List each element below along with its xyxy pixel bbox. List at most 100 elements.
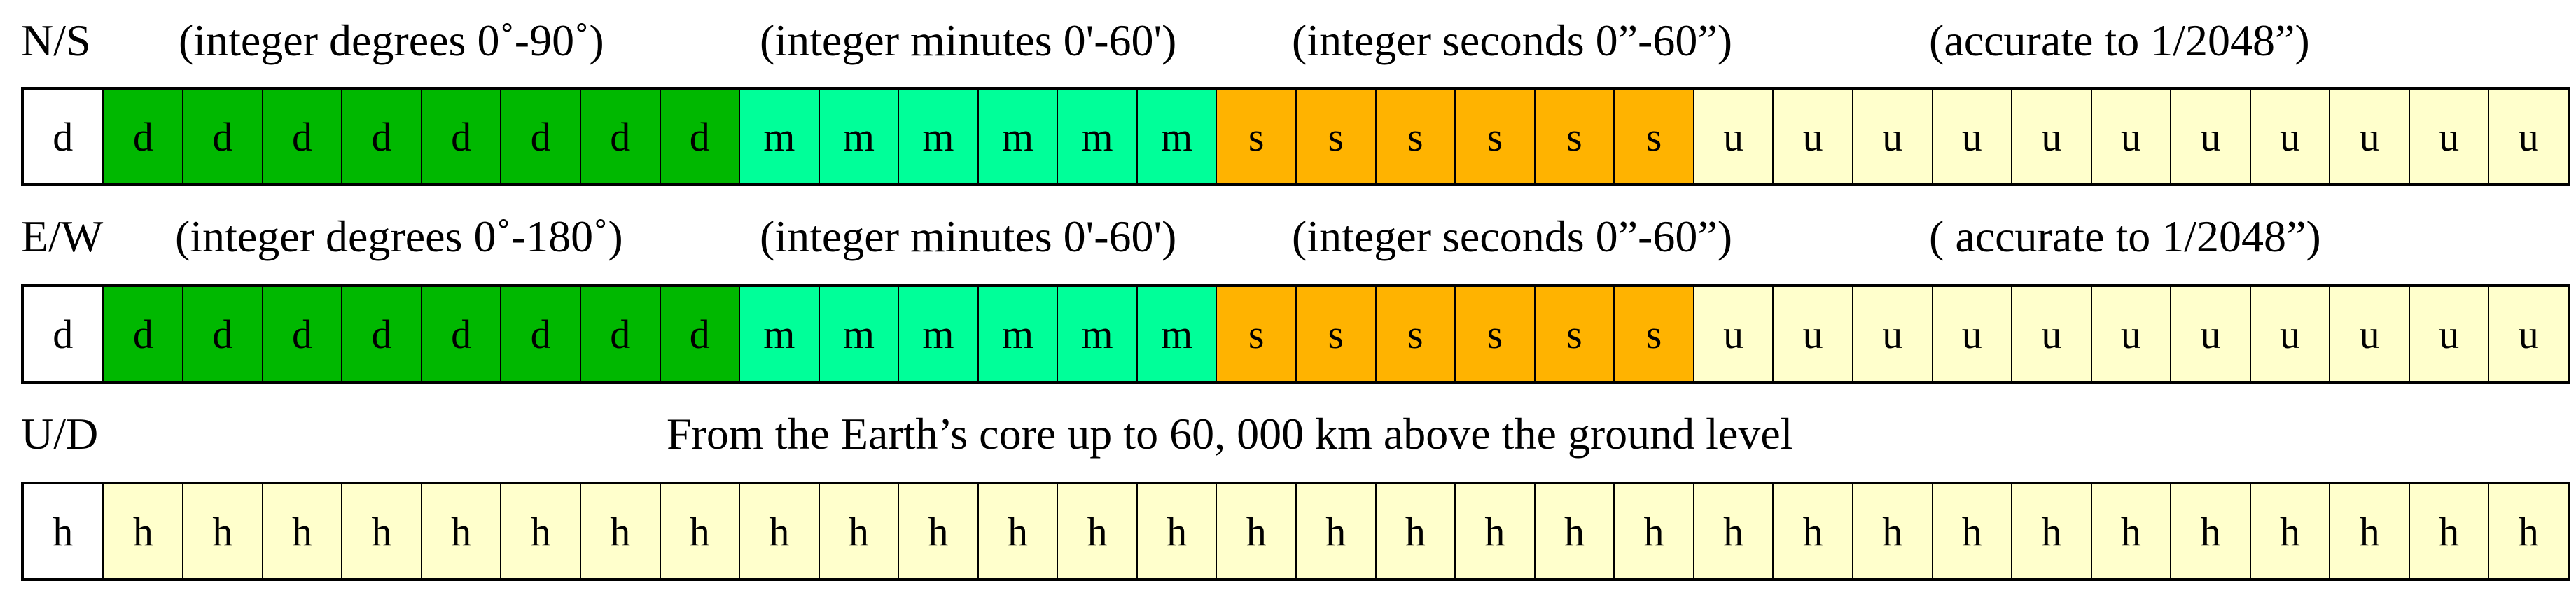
ew-minutes-bit-cell: m xyxy=(1058,287,1138,381)
ud-axis-label: U/D xyxy=(21,409,99,459)
ud-height-bit-cell: h xyxy=(2012,484,2092,578)
ew-degrees-bit-cell: d xyxy=(660,287,741,381)
ns-degrees-note: (integer degrees 0˚-90˚) xyxy=(179,15,604,65)
ew-minutes-bit-cell: m xyxy=(899,287,979,381)
ud-height-bit-cell: h xyxy=(660,484,741,578)
ud-range-note: From the Earth’s core up to 60, 000 km a… xyxy=(667,409,1793,459)
ew-fraction-bit-cell: u xyxy=(1933,287,2013,381)
ew-degrees-bit-cell: d xyxy=(580,287,661,381)
ew-degrees-bit-cell: d xyxy=(501,287,581,381)
ud-height-bit-cell: h xyxy=(1694,484,1774,578)
ud-height-bit-cell: h xyxy=(342,484,422,578)
ns-seconds-bit-cell: s xyxy=(1217,90,1297,183)
ew-seconds-bit-cell: s xyxy=(1456,287,1536,381)
ns-fraction-bit-cell: u xyxy=(1774,90,1853,183)
ns-minutes-bit-cell: m xyxy=(740,90,820,183)
ew-degrees-bit-cell: d xyxy=(104,287,184,381)
ew-fraction-bit-cell: u xyxy=(1774,287,1853,381)
ns-minutes-bit-cell: m xyxy=(899,90,979,183)
ew-degrees-bit-cell: d xyxy=(342,287,422,381)
ud-height-bit-cell: h xyxy=(580,484,661,578)
ns-fraction-bit-cell: u xyxy=(1694,90,1774,183)
ew-degrees-bit-cell: d xyxy=(263,287,343,381)
ud-height-bit-cell: h xyxy=(1058,484,1138,578)
ns-minutes-bit-cell: m xyxy=(1137,90,1218,183)
ud-height-bit-cell: h xyxy=(183,484,263,578)
ud-height-bit-cell: h xyxy=(740,484,820,578)
ud-height-bit-cell: h xyxy=(501,484,581,578)
ud-height-bit-cell: h xyxy=(104,484,184,578)
ud-height-bit-cell: h xyxy=(1137,484,1218,578)
ns-fraction-bit-cell: u xyxy=(2330,90,2410,183)
ud-height-bit-cell: h xyxy=(899,484,979,578)
ud-sign-bit-cell: h xyxy=(24,484,104,578)
ns-minutes-bit-cell: m xyxy=(819,90,900,183)
ew-fraction-bit-cell: u xyxy=(1694,287,1774,381)
ew-minutes-bit-cell: m xyxy=(978,287,1059,381)
ew-fraction-bit-cell: u xyxy=(2250,287,2331,381)
ud-height-bit-cell: h xyxy=(422,484,502,578)
ud-height-bit-cell: h xyxy=(2489,484,2568,578)
ud-height-bit-cell: h xyxy=(1535,484,1615,578)
ud-height-bit-cell: h xyxy=(1933,484,2013,578)
ew-seconds-note: (integer seconds 0”-60”) xyxy=(1292,211,1733,261)
ns-fraction-bit-cell: u xyxy=(1933,90,2013,183)
ns-degrees-bit-cell: d xyxy=(580,90,661,183)
ew-axis-label: E/W xyxy=(21,211,104,261)
ns-minutes-note: (integer minutes 0'-60') xyxy=(760,15,1177,65)
ew-fraction-bit-cell: u xyxy=(2091,287,2172,381)
ud-height-bit-cell: h xyxy=(2171,484,2251,578)
ud-height-bit-cell: h xyxy=(1217,484,1297,578)
ud-height-bit-cell: h xyxy=(2091,484,2172,578)
ud-height-bit-cell: h xyxy=(1456,484,1536,578)
ew-seconds-bit-cell: s xyxy=(1615,287,1694,381)
ns-fraction-bit-cell: u xyxy=(2171,90,2251,183)
ew-fraction-bit-cell: u xyxy=(1853,287,1933,381)
ud-height-bit-cell: h xyxy=(2330,484,2410,578)
ns-fraction-bit-cell: u xyxy=(1853,90,1933,183)
ud-height-bit-cell: h xyxy=(819,484,900,578)
ns-accuracy-note: (accurate to 1/2048”) xyxy=(1929,15,2310,65)
ew-degrees-note: (integer degrees 0˚-180˚) xyxy=(175,211,623,261)
ud-height-bit-cell: h xyxy=(1297,484,1377,578)
ew-minutes-bit-cell: m xyxy=(819,287,900,381)
ns-minutes-bit-cell: m xyxy=(1058,90,1138,183)
ns-degrees-bit-cell: d xyxy=(501,90,581,183)
ns-seconds-bit-cell: s xyxy=(1615,90,1694,183)
ew-seconds-bit-cell: s xyxy=(1217,287,1297,381)
ns-degrees-bit-cell: d xyxy=(422,90,502,183)
ns-seconds-note: (integer seconds 0”-60”) xyxy=(1292,15,1733,65)
ns-axis-label: N/S xyxy=(21,15,91,65)
ns-fraction-bit-cell: u xyxy=(2012,90,2092,183)
ew-minutes-bit-cell: m xyxy=(1137,287,1218,381)
ud-height-bit-cell: h xyxy=(1774,484,1853,578)
ew-degrees-bit-cell: d xyxy=(183,287,263,381)
ew-fraction-bit-cell: u xyxy=(2171,287,2251,381)
ud-height-bit-cell: h xyxy=(978,484,1059,578)
ns-fraction-bit-cell: u xyxy=(2409,90,2490,183)
ew-seconds-bit-cell: s xyxy=(1535,287,1615,381)
ns-fraction-bit-cell: u xyxy=(2250,90,2331,183)
ns-degrees-bit-cell: d xyxy=(104,90,184,183)
ns-degrees-bit-cell: d xyxy=(660,90,741,183)
ew-minutes-bit-cell: m xyxy=(740,287,820,381)
ns-seconds-bit-cell: s xyxy=(1456,90,1536,183)
ew-accuracy-note: ( accurate to 1/2048”) xyxy=(1929,211,2321,261)
ns-fraction-bit-cell: u xyxy=(2091,90,2172,183)
ns-sign-bit-cell: d xyxy=(24,90,104,183)
ns-degrees-bit-cell: d xyxy=(342,90,422,183)
ew-seconds-bit-cell: s xyxy=(1297,287,1377,381)
ns-seconds-bit-cell: s xyxy=(1376,90,1456,183)
ew-fraction-bit-cell: u xyxy=(2489,287,2568,381)
ew-fraction-bit-cell: u xyxy=(2012,287,2092,381)
ud-height-bit-cell: h xyxy=(1376,484,1456,578)
ew-fraction-bit-cell: u xyxy=(2409,287,2490,381)
ns-degrees-bit-cell: d xyxy=(263,90,343,183)
ud-height-bit-cell: h xyxy=(1615,484,1694,578)
ns-minutes-bit-cell: m xyxy=(978,90,1059,183)
ns-degrees-bit-cell: d xyxy=(183,90,263,183)
